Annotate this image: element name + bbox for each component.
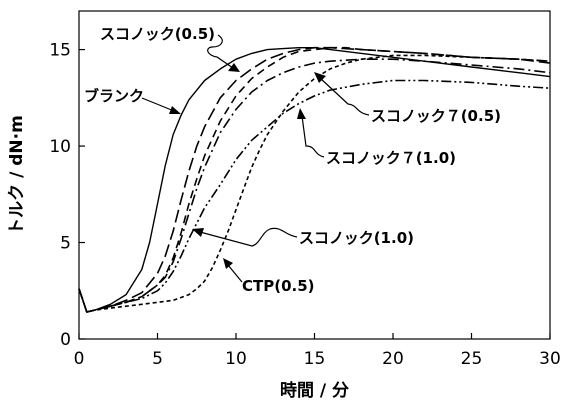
annotation-arrowhead [297,108,306,119]
annotation-ctp-05: CTP(0.5) [223,258,315,295]
annotation-label: スコノック(0.5) [100,25,215,43]
y-tick-label: 15 [49,41,71,61]
series-line-1 [78,46,551,313]
series-line-3 [78,58,551,313]
annotation-label: スコノック(1.0) [299,229,414,247]
annotation-arrowhead [223,258,233,269]
y-axis-title: トルク / dN·m [7,115,27,235]
x-tick-label: 5 [152,349,163,369]
annotation-pointer [319,77,370,116]
series-line-2 [78,46,551,313]
x-tick-label: 30 [539,349,561,369]
annotation-pointer [207,34,234,69]
series-line-5 [78,54,551,313]
x-tick-label: 15 [304,349,326,369]
annotation-arrowhead [192,228,204,237]
x-tick-label: 20 [382,349,404,369]
annotation-label: スコノック７(1.0) [326,149,456,167]
series-line-4 [78,79,551,313]
annotation-blank: ブランク [84,87,181,114]
y-tick-label: 10 [49,137,71,157]
annotation-label: スコノック７(0.5) [371,107,501,125]
x-tick-label: 25 [461,349,483,369]
ticks-layer: 0 5 10 15 20 25 30 0 5 10 15 [49,41,560,369]
series-line-0 [78,47,551,313]
y-tick-label: 5 [60,234,71,254]
x-tick-label: 0 [74,349,85,369]
annotation-label: CTP(0.5) [242,277,315,295]
annotation-pointer [227,264,243,283]
annotation-label: ブランク [84,87,144,105]
annotation-sukonokku-05: スコノック(0.5) [100,25,240,72]
annotation-arrowhead [314,72,326,83]
annotation-pointer [199,227,298,247]
annotation-arrowhead [228,63,240,72]
annotation-sukonokku7-05: スコノック７(0.5) [314,72,501,125]
series-layer [78,46,551,313]
annotation-arrowhead [169,106,181,114]
annotation-sukonokku-10: スコノック(1.0) [192,227,414,247]
annotation-pointer [141,97,175,112]
annotation-pointer [301,115,325,158]
y-tick-label: 0 [60,330,71,350]
x-tick-label: 10 [225,349,247,369]
x-axis-title: 時間 / 分 [280,380,349,401]
annotation-sukonokku7-10: スコノック７(1.0) [297,108,456,167]
